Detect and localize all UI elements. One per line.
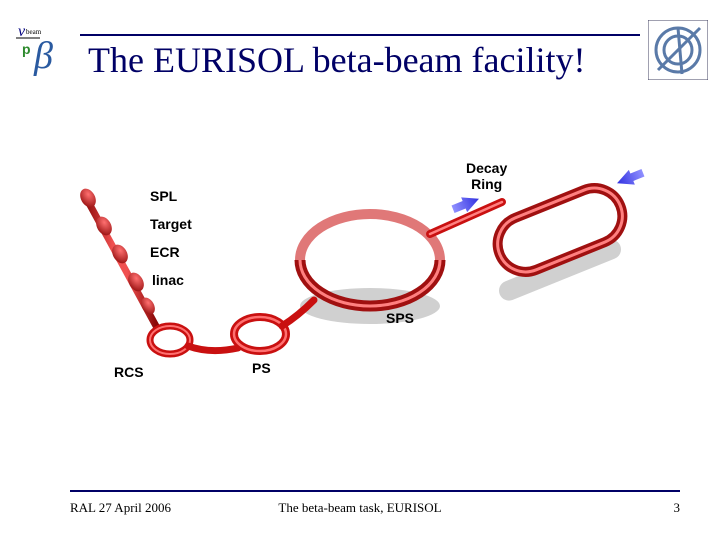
cern-logo <box>648 20 708 80</box>
beta-glyph: β <box>33 35 53 77</box>
decay-ring <box>489 180 631 281</box>
label-sps: SPS <box>386 310 414 326</box>
label-rcs: RCS <box>114 364 144 380</box>
neutrino-arrow-2 <box>614 165 646 190</box>
label-linac: linac <box>152 272 184 288</box>
rcs-ring-hl <box>150 326 190 354</box>
footer-rule <box>70 490 680 492</box>
title-rule <box>80 34 640 36</box>
p-glyph: p <box>22 41 31 57</box>
nu-glyph: ν <box>18 23 26 40</box>
slide-title: The EURISOL beta-beam facility! <box>88 40 585 81</box>
label-decay: Decay Ring <box>466 160 507 192</box>
footer-title: The beta-beam task, EURISOL <box>0 500 720 516</box>
facility-diagram: SPL Target ECR linac RCS PS SPS Decay Ri… <box>70 160 650 420</box>
nu-beta-logo: ν beam p β <box>12 20 72 80</box>
label-target: Target <box>150 216 192 232</box>
slide-header: ν beam p β The EURISOL beta-beam facilit… <box>0 20 720 120</box>
label-ecr: ECR <box>150 244 180 260</box>
slide-number: 3 <box>674 500 681 516</box>
injector-chain <box>77 186 158 326</box>
label-ps: PS <box>252 360 271 376</box>
label-spl: SPL <box>150 188 177 204</box>
ps-ring-hl <box>234 317 286 351</box>
rcs-ps-line <box>188 346 238 351</box>
